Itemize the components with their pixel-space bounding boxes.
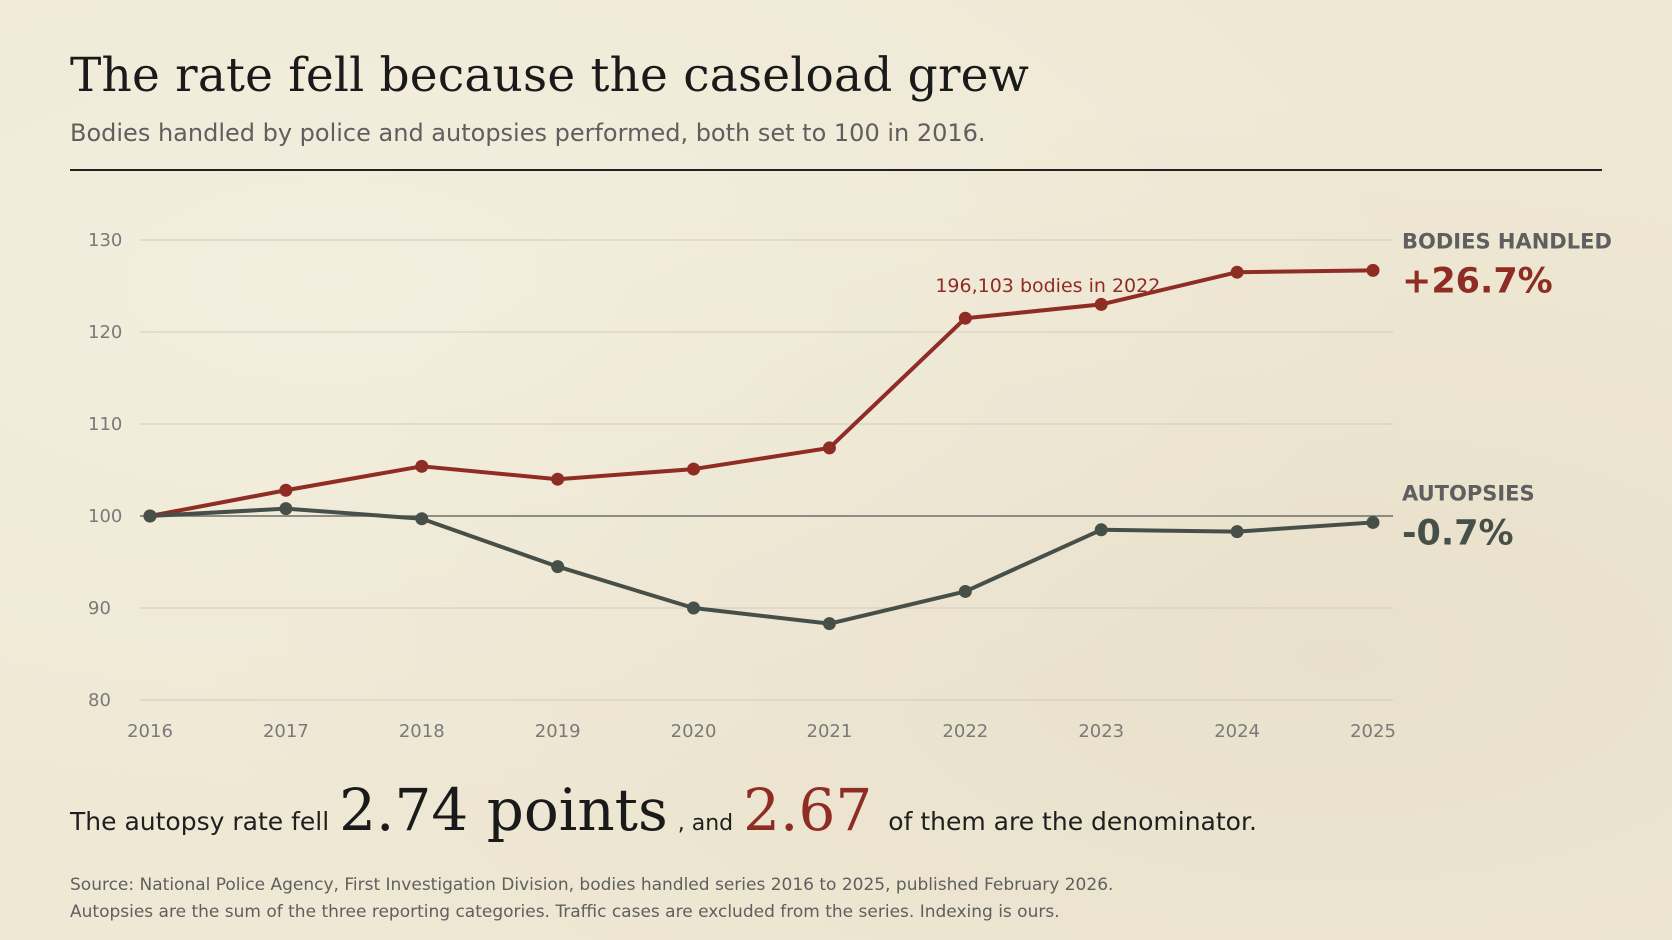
series-name-label: BODIES HANDLED [1402,229,1612,253]
summary-sentence: The autopsy rate fell 2.74 points , and … [70,776,1257,856]
summary-prefix: The autopsy rate fell [70,807,330,836]
data-point [822,617,836,631]
summary-suffix: of them are the denominator. [888,807,1257,836]
x-axis-ticks: 2016 2017 2018 2019 2020 2021 2022 2023 2024 2025 [127,721,1396,742]
y-tick-label: 110 [88,414,122,435]
source-line-2: Autopsies are the sum of the three repor… [70,902,1060,922]
x-tick-label: 2020 [671,721,717,742]
data-point [143,509,157,523]
summary-connector: , and [677,811,734,836]
series-line-1 [148,506,1375,626]
data-point [1230,525,1244,539]
x-tick-label: 2018 [399,721,445,742]
x-tick-label: 2022 [942,721,988,742]
data-point [1230,265,1244,279]
source-line-1: Source: National Police Agency, First In… [70,875,1114,895]
series-lines [143,263,1380,631]
series-end-labels: BODIES HANDLED +26.7% AUTOPSIES -0.7% [1402,229,1612,553]
y-tick-label: 120 [88,322,122,343]
data-point [687,462,701,476]
series-change-label: +26.7% [1402,261,1553,301]
x-tick-label: 2023 [1078,721,1124,742]
x-tick-label: 2019 [535,721,581,742]
y-axis-ticks: 80 90 100 110 120 130 [88,230,122,711]
chart-title: The rate fell because the caseload grew [70,48,1030,103]
chart-subtitle: Bodies handled by police and autopsies p… [70,119,986,147]
x-tick-label: 2024 [1214,721,1260,742]
y-tick-label: 80 [88,690,111,711]
series-change-label: -0.7% [1402,513,1514,553]
summary-big-value: 2.74 points [339,776,668,844]
header-divider [70,169,1602,171]
series-line-0 [148,268,1375,518]
data-point [822,441,836,455]
data-point [415,459,429,473]
data-point [415,512,429,526]
series-name-label: AUTOPSIES [1402,481,1535,505]
data-point [687,601,701,615]
data-point [279,502,293,516]
data-point [958,584,972,598]
y-tick-label: 130 [88,230,122,251]
gridlines [140,239,1393,701]
data-point [1366,515,1380,529]
data-point [551,560,565,574]
data-point [958,311,972,325]
annotations: 196,103 bodies in 2022 [935,275,1160,297]
y-tick-label: 90 [88,598,111,619]
data-point [551,472,565,486]
summary-red-value: 2.67 [743,776,873,844]
line-chart: 80 90 100 110 120 130 2016 2017 2018 2019 2020 202… [88,229,1612,742]
data-point [279,483,293,497]
data-point [1366,263,1380,277]
data-point [1094,297,1108,311]
data-point [1094,523,1108,537]
x-tick-label: 2017 [263,721,309,742]
source-note: Source: National Police Agency, First In… [70,872,1113,926]
x-tick-label: 2021 [807,721,853,742]
annotation-label: 196,103 bodies in 2022 [935,275,1160,297]
x-tick-label: 2016 [127,721,173,742]
y-tick-label: 100 [88,506,122,527]
x-tick-label: 2025 [1350,721,1396,742]
